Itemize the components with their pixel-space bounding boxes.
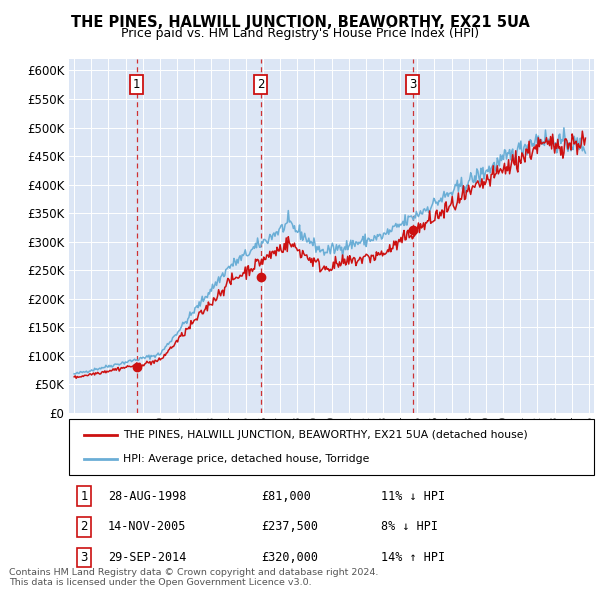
Text: 28-AUG-1998: 28-AUG-1998 <box>108 490 187 503</box>
Text: 14-NOV-2005: 14-NOV-2005 <box>108 520 187 533</box>
Text: 1: 1 <box>80 490 88 503</box>
Text: HPI: Average price, detached house, Torridge: HPI: Average price, detached house, Torr… <box>123 454 370 464</box>
Text: 8% ↓ HPI: 8% ↓ HPI <box>381 520 438 533</box>
Text: 2: 2 <box>80 520 88 533</box>
Text: £81,000: £81,000 <box>261 490 311 503</box>
Text: Price paid vs. HM Land Registry's House Price Index (HPI): Price paid vs. HM Land Registry's House … <box>121 27 479 40</box>
Text: 11% ↓ HPI: 11% ↓ HPI <box>381 490 445 503</box>
Text: 14% ↑ HPI: 14% ↑ HPI <box>381 551 445 564</box>
Text: 3: 3 <box>409 78 416 91</box>
Text: THE PINES, HALWILL JUNCTION, BEAWORTHY, EX21 5UA: THE PINES, HALWILL JUNCTION, BEAWORTHY, … <box>71 15 529 30</box>
Text: THE PINES, HALWILL JUNCTION, BEAWORTHY, EX21 5UA (detached house): THE PINES, HALWILL JUNCTION, BEAWORTHY, … <box>123 430 528 440</box>
Text: £320,000: £320,000 <box>261 551 318 564</box>
Text: £237,500: £237,500 <box>261 520 318 533</box>
Text: 1: 1 <box>133 78 140 91</box>
Text: 2: 2 <box>257 78 265 91</box>
Text: Contains HM Land Registry data © Crown copyright and database right 2024.
This d: Contains HM Land Registry data © Crown c… <box>9 568 379 587</box>
Text: 3: 3 <box>80 551 88 564</box>
Text: 29-SEP-2014: 29-SEP-2014 <box>108 551 187 564</box>
